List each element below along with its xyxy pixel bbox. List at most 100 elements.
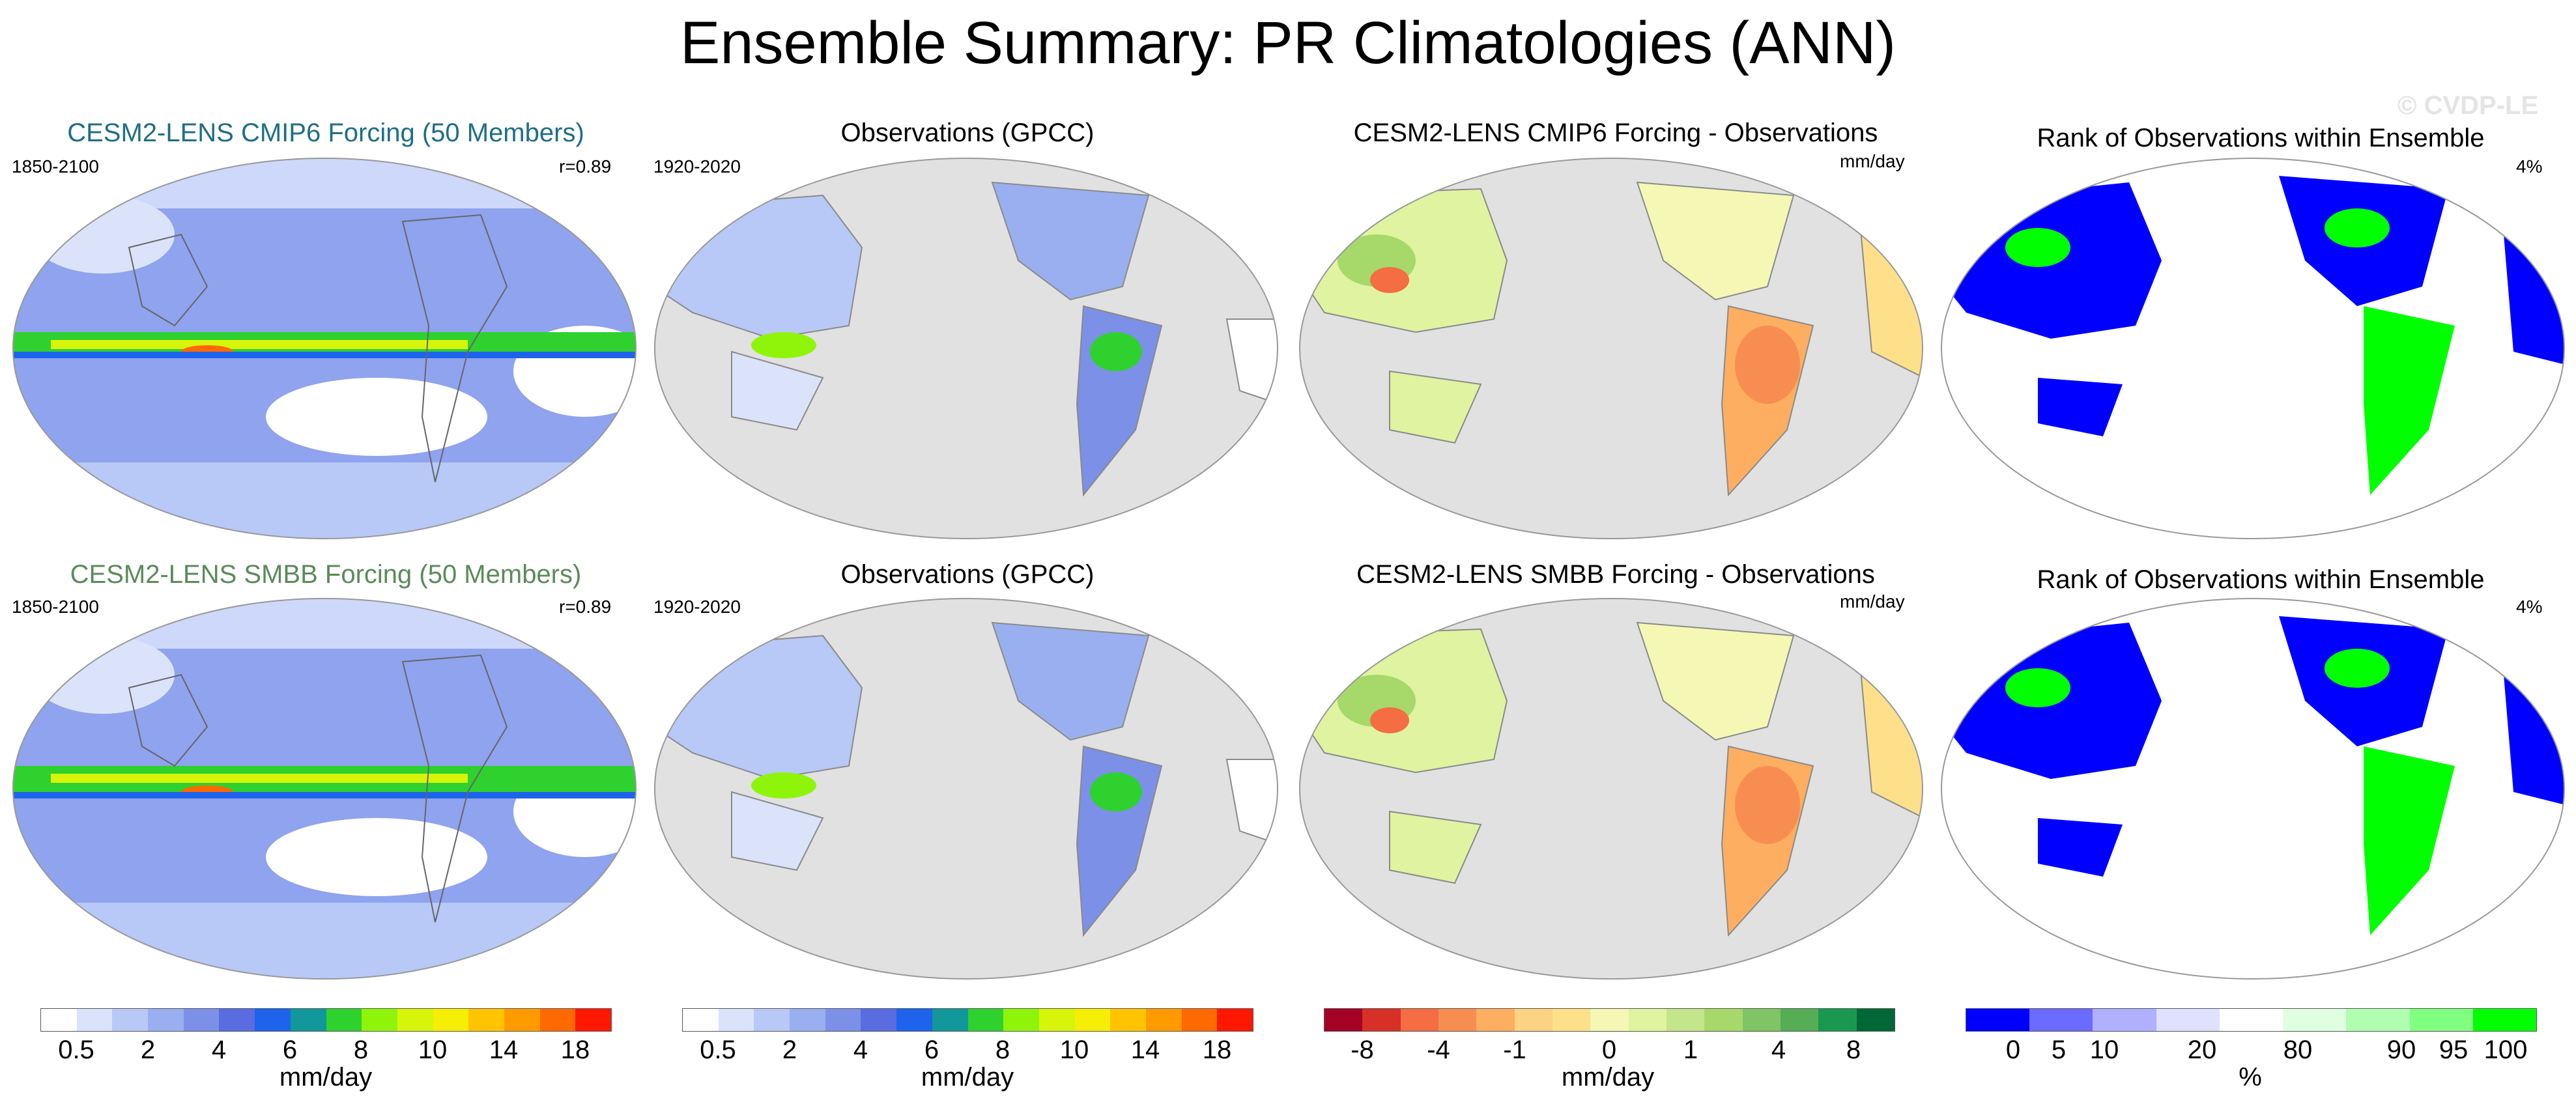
tick-label: 0 <box>1601 1036 1617 1064</box>
tick-label: 14 <box>489 1036 519 1064</box>
colorbar-swatch <box>2219 1009 2283 1031</box>
panel-title-model-smbb: CESM2-LENS SMBB Forcing (50 Members) <box>70 560 582 589</box>
colorbar-swatch <box>219 1009 255 1031</box>
colorbar-swatch <box>2093 1009 2156 1031</box>
colorbar-swatch <box>2472 1009 2536 1031</box>
colorbar-swatch <box>1856 1009 1895 1031</box>
tick-label: 4 <box>1771 1036 1786 1064</box>
tick-label: 8 <box>1846 1036 1861 1064</box>
map-rank-2 <box>1941 598 2565 980</box>
tick-label: 10 <box>2089 1036 2119 1064</box>
colorbar-swatch <box>1362 1009 1401 1031</box>
colorbar-unit: mm/day <box>279 1063 373 1092</box>
colorbar-swatch <box>1780 1009 1819 1031</box>
panel-unit-diff-1: mm/day <box>1840 151 1905 171</box>
colorbar-swatch <box>2346 1009 2410 1031</box>
colorbar-swatch <box>575 1009 611 1031</box>
colorbar-swatch <box>148 1009 184 1031</box>
colorbar-swatch <box>183 1009 220 1031</box>
tick-label: 0.5 <box>58 1036 94 1064</box>
colorbar-swatch <box>1552 1009 1591 1031</box>
panel-title-diff-cmip6: CESM2-LENS CMIP6 Forcing - Observations <box>1353 119 1878 147</box>
tick-label: 20 <box>2187 1036 2217 1064</box>
colorbar-difference <box>1324 1008 1895 1032</box>
colorbar-swatch <box>41 1009 77 1031</box>
colorbar-swatch <box>2283 1009 2347 1031</box>
tick-label: -1 <box>1503 1036 1526 1064</box>
colorbar-swatch <box>1628 1009 1667 1031</box>
colorbar-swatch <box>1438 1009 1477 1031</box>
colorbar-unit: mm/day <box>1561 1063 1655 1092</box>
tick-label: 0.5 <box>700 1036 736 1064</box>
tick-label: 8 <box>353 1036 369 1064</box>
tick-label: 6 <box>282 1036 298 1064</box>
colorbar-swatch <box>1590 1009 1629 1031</box>
colorbar-swatch <box>504 1009 540 1031</box>
colorbar-rank <box>1966 1008 2537 1032</box>
tick-label: 18 <box>560 1036 590 1064</box>
colorbar-swatch <box>1966 1009 2030 1031</box>
panel-years-model-2: 1850-2100 <box>12 597 99 617</box>
panel-corr-model-1: r=0.89 <box>559 156 612 176</box>
colorbar-swatch <box>1145 1009 1182 1031</box>
colorbar-swatch <box>861 1009 897 1031</box>
map-model-smbb <box>12 598 637 980</box>
colorbar-swatch <box>718 1009 754 1031</box>
tick-label: 10 <box>1059 1036 1089 1064</box>
panel-title-obs-1: Observations (GPCC) <box>840 119 1095 147</box>
tick-label: 80 <box>2283 1036 2313 1064</box>
colorbar-swatch <box>825 1009 861 1031</box>
colorbar-swatch <box>2029 1009 2093 1031</box>
watermark: © CVDP-LE <box>2397 91 2539 120</box>
panel-pct-rank-1: 4% <box>2516 156 2543 176</box>
tick-label: 18 <box>1202 1036 1232 1064</box>
colorbar-swatch <box>76 1009 113 1031</box>
colorbar-swatch <box>1400 1009 1438 1031</box>
colorbar-unit: mm/day <box>921 1063 1014 1092</box>
tick-label: -8 <box>1351 1036 1374 1064</box>
colorbar-swatch <box>1514 1009 1553 1031</box>
colorbar-swatch <box>1038 1009 1075 1031</box>
colorbar-swatch <box>1324 1009 1363 1031</box>
colorbar-swatch <box>1476 1009 1515 1031</box>
tick-label: 2 <box>140 1036 156 1064</box>
tick-label: -4 <box>1427 1036 1450 1064</box>
colorbar-swatch <box>754 1009 790 1031</box>
map-obs-2 <box>654 598 1278 980</box>
map-diff-cmip6 <box>1299 158 1923 539</box>
panel-years-obs-2: 1920-2020 <box>653 597 741 617</box>
panel-years-model-1: 1850-2100 <box>12 156 99 176</box>
colorbar-swatch <box>362 1009 397 1031</box>
panel-years-obs-1: 1920-2020 <box>653 156 741 176</box>
tick-label: 95 <box>2439 1036 2469 1064</box>
colorbar-swatch <box>1704 1009 1743 1031</box>
figure-title: Ensemble Summary: PR Climatologies (ANN) <box>680 10 1896 76</box>
panel-title-obs-2: Observations (GPCC) <box>840 560 1095 589</box>
tick-label: 5 <box>2051 1036 2067 1064</box>
panel-unit-diff-2: mm/day <box>1840 591 1905 612</box>
colorbar-precip-model <box>40 1008 612 1032</box>
tick-label: 100 <box>2483 1036 2528 1064</box>
colorbar-precip-obs <box>682 1008 1253 1032</box>
panel-pct-rank-2: 4% <box>2516 597 2543 617</box>
map-diff-smbb <box>1299 598 1923 980</box>
colorbar-swatch <box>896 1009 932 1031</box>
tick-label: 4 <box>853 1036 868 1064</box>
colorbar-swatch <box>790 1009 825 1031</box>
tick-label: 90 <box>2386 1036 2416 1064</box>
tick-label: 2 <box>782 1036 797 1064</box>
colorbar-swatch <box>290 1009 326 1031</box>
map-rank-1 <box>1941 158 2565 539</box>
map-obs-1 <box>654 158 1278 539</box>
tick-label: 8 <box>995 1036 1010 1064</box>
colorbar-swatch <box>326 1009 362 1031</box>
panel-title-model-cmip6: CESM2-LENS CMIP6 Forcing (50 Members) <box>67 119 584 147</box>
panel-corr-model-2: r=0.89 <box>559 597 612 617</box>
colorbar-swatch <box>2409 1009 2473 1031</box>
tick-label: 1 <box>1683 1036 1698 1064</box>
panel-title-diff-smbb: CESM2-LENS SMBB Forcing - Observations <box>1356 560 1875 589</box>
panel-title-rank-2: Rank of Observations within Ensemble <box>2037 565 2485 594</box>
tick-label: 10 <box>418 1036 448 1064</box>
colorbar-swatch <box>433 1009 469 1031</box>
colorbar-swatch <box>397 1009 433 1031</box>
